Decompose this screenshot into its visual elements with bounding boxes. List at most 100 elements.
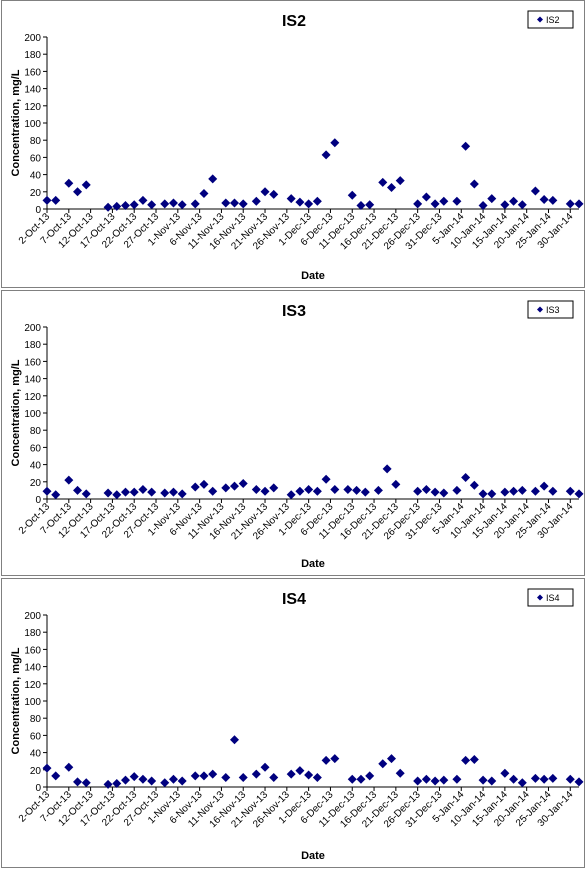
data-point (530, 773, 540, 783)
data-point (430, 487, 440, 497)
data-point (81, 778, 91, 788)
y-tick-label: 120 (24, 392, 41, 403)
data-point (286, 769, 296, 779)
y-tick-label: 20 (30, 766, 42, 777)
data-point (330, 754, 340, 764)
data-point (221, 198, 231, 208)
data-point (190, 482, 200, 492)
y-tick-label: 180 (24, 628, 41, 639)
data-point (147, 487, 157, 497)
y-tick-label: 40 (30, 171, 42, 182)
data-point (330, 485, 340, 495)
y-tick-label: 100 (24, 409, 41, 420)
data-point (469, 480, 479, 490)
data-point (360, 487, 370, 497)
data-point (509, 774, 519, 784)
data-point (343, 485, 353, 495)
data-point (177, 489, 187, 499)
data-point (230, 481, 240, 491)
data-point (51, 771, 61, 781)
data-point (129, 487, 139, 497)
data-point (356, 201, 366, 211)
data-point (321, 150, 331, 160)
data-point (304, 199, 314, 209)
y-tick-label: 140 (24, 85, 41, 96)
data-point (81, 489, 91, 499)
data-point (386, 754, 396, 764)
data-point (103, 488, 113, 498)
data-point (120, 775, 130, 785)
data-point (500, 768, 510, 778)
data-point (103, 779, 113, 789)
x-axis-label: Date (301, 850, 325, 862)
legend: IS4 (527, 588, 574, 607)
data-point (42, 486, 52, 496)
data-point (251, 196, 261, 206)
data-point (230, 735, 240, 745)
data-point (42, 763, 52, 773)
chart-svg: IS2 Concentration, mg/L 0 20 40 60 80 100 120 140… (10, 10, 584, 282)
data-point (160, 778, 170, 788)
data-point (386, 183, 396, 192)
y-axis-label: Concentration, mg/L (10, 359, 22, 466)
data-point (365, 200, 375, 210)
data-point (147, 200, 157, 210)
data-point (439, 488, 449, 498)
y-tick-label: 120 (24, 680, 41, 691)
data-point (260, 187, 270, 197)
y-tick-label: 60 (30, 443, 42, 454)
data-point (500, 487, 510, 497)
data-point (177, 200, 187, 210)
data-point (378, 177, 388, 187)
data-point (373, 485, 383, 495)
data-point (565, 199, 575, 209)
data-point (295, 486, 305, 496)
data-point (461, 755, 471, 765)
y-tick-label: 140 (24, 375, 41, 386)
data-point (365, 771, 375, 781)
y-tick-label: 40 (30, 749, 42, 760)
data-point (73, 187, 83, 197)
data-point (260, 486, 270, 496)
y-tick-label: 20 (30, 188, 42, 199)
data-point (208, 769, 218, 779)
data-point (517, 778, 527, 788)
data-point (574, 199, 584, 209)
legend-box (527, 588, 574, 607)
legend-marker (537, 306, 543, 313)
data-point (421, 774, 431, 784)
data-point (330, 138, 340, 148)
legend-marker (537, 594, 543, 601)
data-point (120, 201, 130, 211)
chart-panel-is4: IS4 Concentration, mg/L 0 20 40 60 80 100 120 140… (1, 578, 585, 868)
data-point (478, 489, 488, 499)
chart-panel-is3: IS3 Concentration, mg/L 0 20 40 60 80 100 120 140… (1, 290, 585, 576)
data-point (221, 483, 231, 493)
data-point (64, 475, 74, 485)
data-point (430, 776, 440, 786)
data-point (413, 199, 423, 209)
data-point (321, 474, 331, 484)
y-tick-label: 80 (30, 136, 42, 147)
data-point (452, 196, 462, 206)
data-point (347, 190, 357, 200)
data-point (51, 195, 61, 205)
data-point (190, 199, 200, 209)
y-tick-label: 200 (24, 323, 41, 334)
data-point (478, 775, 488, 785)
data-point (138, 195, 148, 205)
chart-title: IS3 (282, 303, 306, 320)
data-point (565, 774, 575, 784)
data-point (352, 485, 362, 495)
data-point (269, 189, 279, 199)
data-point (312, 196, 322, 206)
y-axis-label: Concentration, mg/L (10, 69, 22, 176)
legend-marker (537, 16, 543, 23)
legend: IS2 (527, 10, 574, 29)
data-point (64, 178, 74, 188)
data-point (347, 774, 357, 784)
data-point (461, 473, 471, 482)
y-tick-label: 100 (24, 119, 41, 130)
y-tick-label: 180 (24, 340, 41, 351)
